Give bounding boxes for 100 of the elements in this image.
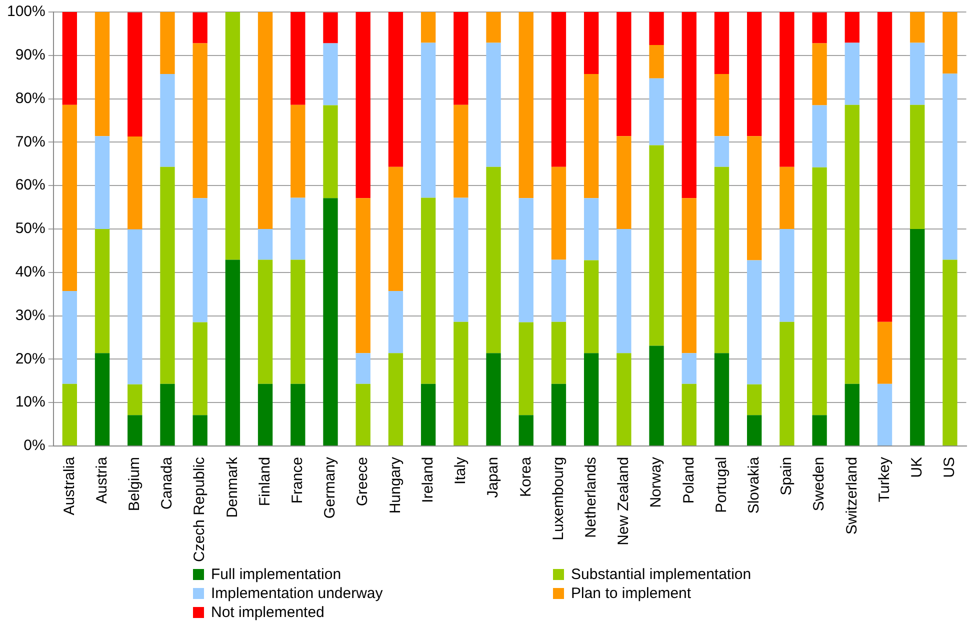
bar: [942, 260, 958, 446]
bar: [388, 166, 404, 292]
x-tick-label: Denmark: [224, 456, 241, 518]
bar: [616, 136, 632, 229]
bar: [486, 353, 501, 446]
bar: [551, 322, 566, 384]
x-tick-label: Norway: [648, 456, 665, 508]
bar: [518, 12, 534, 198]
bar: [486, 42, 501, 167]
x-tick-label: Czech Republic: [191, 456, 208, 562]
bar: [518, 415, 534, 446]
x-tick-label: Canada: [158, 456, 176, 510]
bar: [649, 44, 664, 78]
bar: [486, 166, 501, 354]
bar: [714, 166, 730, 354]
bar: [160, 74, 175, 167]
bar: [780, 322, 794, 446]
legend-label: Implementation underway: [211, 584, 383, 603]
bar: [323, 198, 338, 446]
bar: [910, 42, 925, 105]
x-tick-label: Korea: [517, 456, 534, 497]
bar: [714, 353, 730, 446]
bar: [454, 104, 468, 198]
y-tick-label: 40%: [15, 264, 46, 281]
bar: [192, 198, 208, 322]
x-tick-label: US: [941, 456, 958, 478]
bar: [258, 384, 273, 446]
bar: [160, 384, 175, 446]
bar: [94, 228, 110, 354]
x-tick-label: New Zealand: [615, 456, 632, 546]
x-tick-label: France: [289, 456, 306, 504]
bar: [62, 104, 77, 292]
x-tick-label: UK: [908, 456, 926, 478]
x-tick-label: Turkey: [876, 456, 893, 502]
bar: [128, 384, 142, 416]
bar: [844, 104, 860, 384]
bar: [290, 198, 306, 260]
bar: [486, 12, 501, 43]
bar: [94, 136, 110, 229]
x-tick-label: Greece: [354, 456, 372, 506]
bar: [780, 166, 794, 229]
bar: [62, 12, 77, 105]
bar: [747, 136, 762, 260]
bar: [160, 12, 175, 74]
y-tick-label: 10%: [15, 394, 46, 411]
y-tick-label: 0%: [24, 437, 46, 454]
bar: [356, 384, 370, 446]
bar: [518, 322, 534, 416]
bar: [942, 74, 958, 260]
bar: [747, 415, 762, 446]
x-tick-label: Japan: [484, 456, 502, 498]
x-tick-label: Australia: [60, 456, 78, 516]
bar: [747, 260, 762, 384]
bar: [551, 166, 566, 260]
bar: [584, 260, 599, 354]
bar: [323, 43, 338, 106]
bar: [812, 43, 827, 106]
bar: [714, 74, 730, 136]
bar: [551, 12, 566, 167]
bar: [192, 415, 208, 446]
bar: [844, 12, 860, 43]
x-tick-label: Hungary: [386, 456, 404, 514]
bar: [551, 384, 566, 446]
bar: [420, 198, 436, 384]
bar: [192, 43, 208, 198]
bar: [910, 228, 925, 446]
y-tick-label: 100%: [6, 3, 46, 20]
y-tick-label: 70%: [15, 133, 46, 150]
bar: [128, 415, 142, 446]
x-tick-label: Netherlands: [582, 456, 600, 538]
y-tick-label: 90%: [15, 46, 46, 64]
bar: [682, 353, 696, 384]
x-tick-label: Italy: [452, 456, 470, 484]
bar: [94, 353, 110, 446]
bar: [844, 42, 860, 105]
bar: [388, 353, 404, 446]
bar: [747, 384, 762, 416]
bar: [454, 12, 468, 105]
legend-label: Not implemented: [211, 603, 324, 622]
bar: [551, 260, 566, 322]
bar: [290, 384, 306, 446]
bar: [62, 384, 77, 446]
bar: [942, 12, 958, 74]
x-tick-label: Slovakia: [745, 456, 762, 514]
bar: [877, 384, 892, 446]
bar: [584, 74, 599, 198]
x-tick-label: Sweden: [810, 456, 828, 512]
bar: [518, 198, 534, 322]
x-tick-label: Belgium: [126, 456, 144, 512]
bar: [649, 145, 664, 346]
bar: [258, 12, 273, 229]
x-tick-label: Spain: [778, 456, 796, 496]
bar: [323, 12, 338, 44]
x-tick-label: Austria: [93, 456, 110, 504]
legend-label: Full implementation: [211, 565, 342, 584]
bar: [780, 228, 794, 322]
y-tick-label: 60%: [15, 176, 46, 194]
bar: [812, 12, 827, 44]
bar: [844, 384, 860, 446]
bar: [62, 291, 77, 384]
